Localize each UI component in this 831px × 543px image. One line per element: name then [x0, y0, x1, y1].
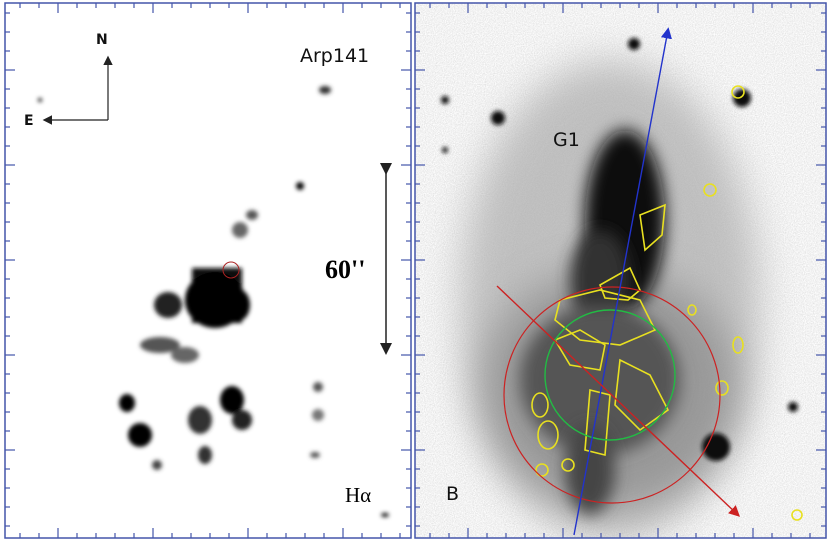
- north-label: N: [96, 32, 108, 48]
- band-label: Hα: [345, 483, 371, 507]
- red-circle: [503, 286, 721, 504]
- green-circle: [544, 309, 676, 441]
- frames: [4, 2, 827, 539]
- object-label: Arp141: [300, 45, 369, 67]
- galaxy-label: G1: [553, 129, 580, 151]
- band-label: B: [446, 483, 459, 505]
- scale-label: 60'': [325, 255, 365, 284]
- marker-circle: [222, 261, 240, 279]
- east-label: E: [24, 113, 34, 129]
- contours: [531, 85, 803, 521]
- major-axis-arrow: [573, 27, 672, 536]
- left-panel: N E Arp141 60'' Hα: [5, 3, 411, 538]
- minor-axis-arrow: [496, 285, 741, 517]
- right-panel: G1 B: [415, 3, 826, 538]
- stars: [441, 38, 798, 461]
- panel-frame: [4, 2, 412, 539]
- galaxy: [460, 60, 760, 538]
